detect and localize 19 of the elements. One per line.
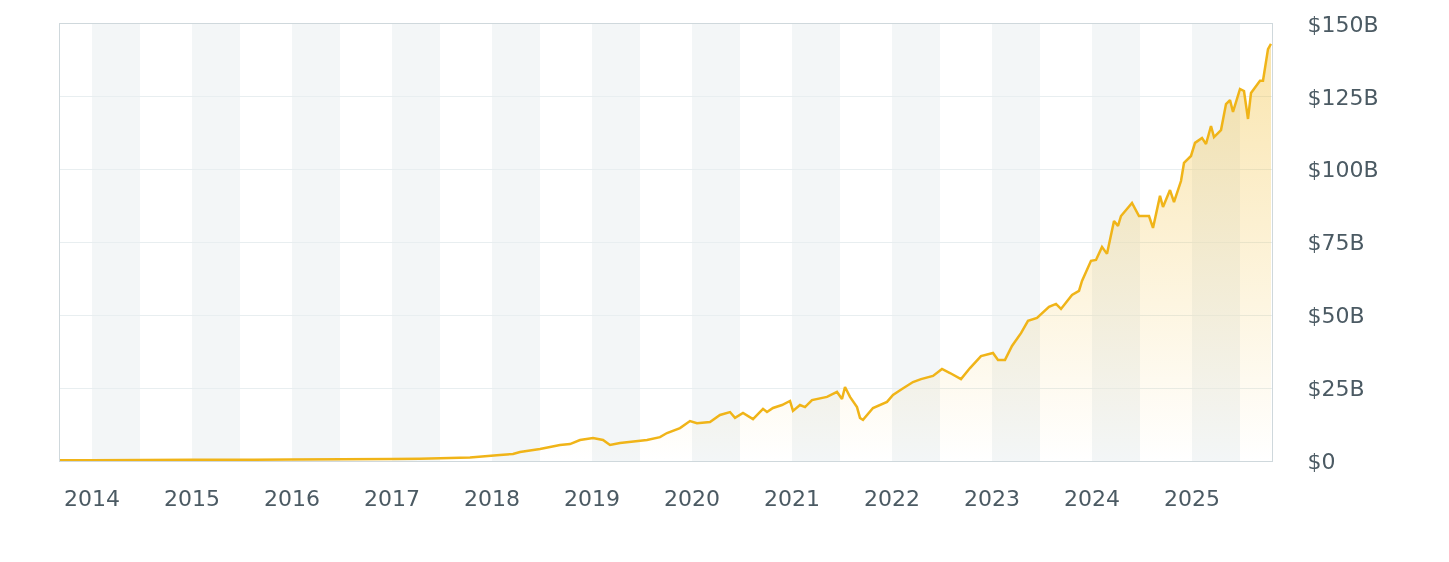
x-tick-label: 2021 [764,486,820,512]
x-tick-label: 2020 [664,486,720,512]
y-tick-label: $25B [1307,375,1365,401]
x-tick-label: 2025 [1164,486,1220,512]
x-tick-label: 2015 [164,486,220,512]
x-tick-label: 2016 [264,486,320,512]
x-tick-label: 2014 [64,486,120,512]
y-tick-label: $75B [1307,230,1365,256]
x-tick-label: 2019 [564,486,620,512]
y-tick-label: $125B [1307,84,1379,110]
y-tick-label: $100B [1307,157,1379,183]
x-tick-label: 2024 [1064,486,1120,512]
y-tick-label: $150B [1307,11,1379,37]
x-tick-label: 2018 [464,486,520,512]
x-tick-label: 2023 [964,486,1020,512]
y-tick-label: $0 [1307,448,1336,474]
x-tick-label: 2022 [864,486,920,512]
x-tick-label: 2017 [364,486,420,512]
y-tick-label: $50B [1307,303,1365,329]
